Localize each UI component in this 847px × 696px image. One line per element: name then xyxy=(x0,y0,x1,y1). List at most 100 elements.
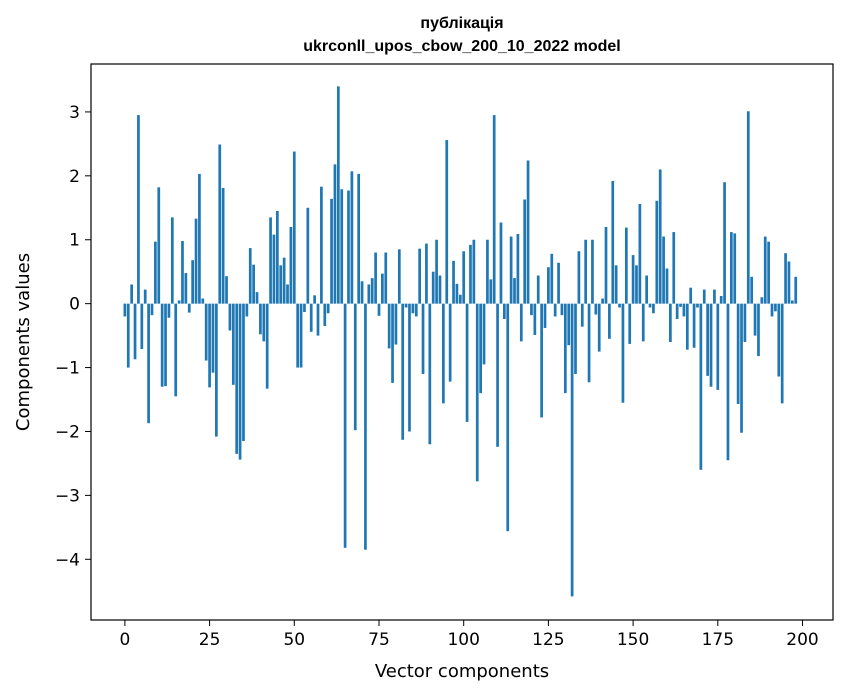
bar xyxy=(411,303,415,314)
bar xyxy=(194,218,198,304)
bar xyxy=(184,272,188,304)
bar xyxy=(706,303,709,376)
bar xyxy=(574,303,577,374)
x-tick-label: 75 xyxy=(368,630,390,650)
y-tick-label: 3 xyxy=(69,103,80,123)
bar xyxy=(780,303,784,404)
bar xyxy=(652,303,655,314)
bar xyxy=(628,303,632,344)
bar xyxy=(262,303,266,342)
bar xyxy=(655,200,659,304)
bar xyxy=(140,303,144,350)
bar xyxy=(228,303,232,331)
bar xyxy=(201,298,205,304)
bar xyxy=(774,303,777,312)
bar xyxy=(408,303,411,432)
bar xyxy=(343,303,347,548)
bar xyxy=(730,232,733,304)
bar xyxy=(736,303,740,404)
bar xyxy=(486,239,489,304)
bar xyxy=(374,252,377,304)
bar xyxy=(740,303,743,433)
bar xyxy=(336,86,340,304)
bar xyxy=(133,303,137,360)
bar xyxy=(553,303,557,317)
bar xyxy=(218,144,222,304)
bar xyxy=(475,303,479,482)
bar xyxy=(360,281,364,304)
bar xyxy=(699,303,703,470)
bar xyxy=(638,203,642,304)
bar xyxy=(123,303,127,317)
bar xyxy=(760,297,764,304)
x-axis-label: Vector components xyxy=(375,661,549,682)
chart-title-line-2: ukrconll_upos_cbow_200_10_2022 model xyxy=(303,38,620,55)
x-tick-label: 50 xyxy=(283,630,305,650)
bar xyxy=(462,251,466,304)
bar xyxy=(503,303,506,319)
bar xyxy=(591,239,594,304)
bar xyxy=(679,303,682,307)
bar xyxy=(672,232,676,304)
x-tick-label: 200 xyxy=(786,630,818,650)
bar xyxy=(547,267,550,304)
bar xyxy=(299,303,303,368)
y-axis-label: Components values xyxy=(13,253,34,431)
x-tick-label: 0 xyxy=(119,630,130,650)
bar xyxy=(597,303,601,352)
bar xyxy=(150,303,154,316)
bar xyxy=(347,190,350,304)
bar xyxy=(320,186,323,304)
bar xyxy=(770,303,774,317)
bar xyxy=(340,189,344,304)
bar xyxy=(669,303,672,342)
bar xyxy=(265,303,269,389)
bar xyxy=(716,303,720,390)
bar xyxy=(563,303,567,394)
bar xyxy=(689,287,693,304)
bar xyxy=(506,303,510,532)
bar xyxy=(306,207,310,304)
bar xyxy=(777,303,781,377)
bar xyxy=(763,236,767,304)
bar xyxy=(323,303,327,327)
bar xyxy=(743,303,747,342)
bar xyxy=(438,275,442,304)
bar xyxy=(242,303,245,442)
bar xyxy=(204,303,208,361)
bar xyxy=(428,303,432,445)
bar xyxy=(509,236,513,304)
bar xyxy=(259,303,262,335)
bar xyxy=(662,236,665,304)
bar xyxy=(696,303,699,308)
bar xyxy=(191,260,194,304)
bar xyxy=(746,111,750,304)
bar xyxy=(187,303,191,313)
bar xyxy=(350,171,354,304)
bar xyxy=(482,303,486,365)
bar xyxy=(479,303,482,394)
bar xyxy=(289,226,293,304)
bar xyxy=(560,303,564,316)
bar xyxy=(313,295,316,304)
bar xyxy=(137,115,140,304)
y-tick-label: −4 xyxy=(55,550,80,570)
bar xyxy=(536,275,540,304)
bar xyxy=(316,303,320,336)
bar xyxy=(526,160,530,304)
bar xyxy=(431,271,435,304)
bar xyxy=(516,234,520,304)
bar xyxy=(557,262,560,304)
bar xyxy=(648,303,652,308)
bar xyxy=(211,303,215,373)
plot-area-frame xyxy=(90,63,834,621)
bar xyxy=(330,198,333,304)
bar xyxy=(682,303,686,317)
bar xyxy=(631,255,635,304)
bar xyxy=(702,289,706,304)
bar xyxy=(713,289,716,304)
bar xyxy=(523,199,527,304)
bar xyxy=(601,298,604,304)
bar xyxy=(292,151,296,304)
